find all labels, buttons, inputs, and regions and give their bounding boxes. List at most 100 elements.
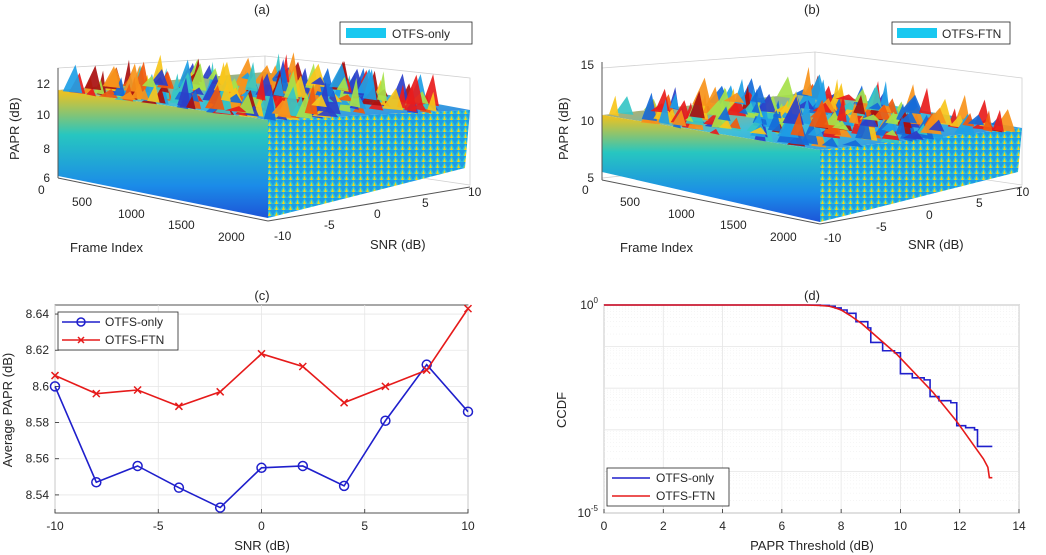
panel-a: 6 8 10 12 0 500 1000 1500 2000 -10 -5 0 …	[7, 2, 482, 255]
panel-c-ticks: -10 -5 0 5 10 8.54 8.56 8.58 8.6 8.62 8.64	[26, 307, 475, 533]
surface-spike	[884, 129, 898, 137]
surface-spike	[641, 92, 657, 122]
data-point	[298, 362, 307, 371]
panel-a-x-tick: 0	[38, 183, 45, 197]
panel-a-zlabel: PAPR (dB)	[7, 97, 22, 160]
x-tick-label: -10	[46, 519, 64, 533]
y-tick-label: 8.58	[26, 416, 50, 430]
surface-spike	[283, 70, 299, 100]
surface-spike	[808, 99, 830, 129]
series-line-otfs-ftn	[604, 304, 993, 479]
data-point	[462, 406, 474, 417]
panel-d-ylabel: CCDF	[554, 392, 569, 428]
surface-spike	[123, 63, 141, 93]
surface-spike	[253, 64, 275, 86]
panel-b-y-tick: -10	[824, 231, 842, 245]
panel-b-zlabel: PAPR (dB)	[556, 97, 571, 160]
panel-d-title: (d)	[804, 288, 820, 303]
data-point	[256, 462, 267, 474]
surface-spike	[868, 102, 883, 111]
panel-d-ticks: 0 2 4 6 8 10 12 14	[601, 509, 1026, 533]
surface-spike	[336, 76, 349, 92]
surface-spike	[119, 91, 136, 101]
panel-a-ylabel: SNR (dB)	[370, 237, 426, 252]
surface-spike	[86, 87, 97, 97]
data-point	[173, 482, 185, 493]
x-tick-label: 0	[601, 519, 608, 533]
surface-spike	[753, 112, 763, 125]
surface-spike	[776, 76, 794, 99]
surface-spike	[833, 128, 852, 138]
surface-spike	[137, 89, 150, 101]
panel-a-x-tick: 1000	[118, 207, 145, 221]
panel-a-title: (a)	[254, 2, 270, 17]
panel-b-y-tick: 10	[1016, 185, 1030, 199]
surface-spike	[705, 100, 726, 117]
surface-spike	[277, 96, 292, 119]
surface-spike	[895, 116, 906, 136]
panel-a-y-axis	[267, 186, 471, 222]
panel-b-z-tick: 5	[587, 171, 594, 185]
panel-d-xlabel: PAPR Threshold (dB)	[750, 538, 874, 553]
panel-a-z-tick: 8	[43, 142, 50, 156]
panel-c: -10 -5 0 5 10 8.54 8.56 8.58 8.6 8.62 8.64 (c) SNR…	[0, 288, 475, 553]
panel-d-legend-label: OTFS-FTN	[656, 489, 715, 503]
surface-spike	[992, 109, 1004, 132]
surface-spike	[62, 64, 83, 94]
data-point	[49, 381, 61, 392]
surface-spike	[615, 96, 634, 115]
panel-b-x-tick: 2000	[770, 230, 797, 244]
data-point	[338, 480, 350, 492]
surface-spike	[349, 77, 361, 108]
surface-spike	[609, 95, 619, 117]
data-point	[92, 389, 101, 398]
panel-c-title: (c)	[254, 288, 269, 303]
x-tick-label: 14	[1012, 519, 1026, 533]
surface-spike	[84, 65, 102, 91]
data-point	[216, 387, 225, 396]
data-point	[132, 460, 143, 472]
x-tick-label: 5	[361, 519, 368, 533]
surface-spike	[669, 92, 679, 110]
panel-b-x-axis	[601, 179, 821, 225]
surface-spike	[102, 66, 121, 89]
panel-b-x-tick: 1000	[668, 207, 695, 221]
panel-b-xlabel: Frame Index	[620, 240, 693, 255]
surface-spike	[213, 61, 235, 93]
panel-a-x-tick: 1500	[168, 218, 195, 232]
panel-a-y-tick: 0	[374, 207, 381, 221]
panel-c-legend-label: OTFS-FTN	[105, 333, 164, 347]
surface-spike	[186, 95, 196, 110]
surface-spike	[362, 68, 377, 101]
data-point	[91, 477, 102, 488]
surface-spike	[881, 118, 900, 132]
surface-spike	[689, 90, 705, 119]
panel-b-legend-label: OTFS-FTN	[942, 27, 1001, 41]
panel-a-y-tick: -5	[324, 218, 335, 232]
surface-spike	[836, 95, 847, 123]
panel-a-y-tick: -10	[274, 229, 292, 243]
surface-spike	[902, 97, 921, 115]
y-tick-label: 8.54	[26, 488, 50, 502]
series-line-otfs-only	[54, 363, 469, 509]
surface-spike	[919, 87, 932, 115]
data-point	[50, 371, 60, 380]
surface-spike	[273, 76, 285, 97]
panel-b-y-axis	[819, 186, 1023, 225]
surface-spike	[842, 140, 863, 148]
surface-spike	[751, 101, 761, 114]
data-point	[422, 366, 431, 375]
panel-b-title: (b)	[804, 2, 820, 17]
surface-spike	[790, 112, 805, 137]
panel-c-legend-label: OTFS-only	[105, 315, 163, 329]
panel-b-ylabel: SNR (dB)	[908, 237, 964, 252]
surface-spike	[832, 120, 848, 130]
surface-spike	[177, 77, 191, 108]
data-point	[297, 460, 309, 472]
panel-b-y-tick: -5	[876, 220, 887, 234]
panel-b-z-tick: 15	[581, 58, 595, 72]
panel-b-x-tick: 1500	[720, 218, 747, 232]
panel-b-surface-front-right	[820, 128, 1022, 222]
surface-spike	[756, 93, 777, 113]
